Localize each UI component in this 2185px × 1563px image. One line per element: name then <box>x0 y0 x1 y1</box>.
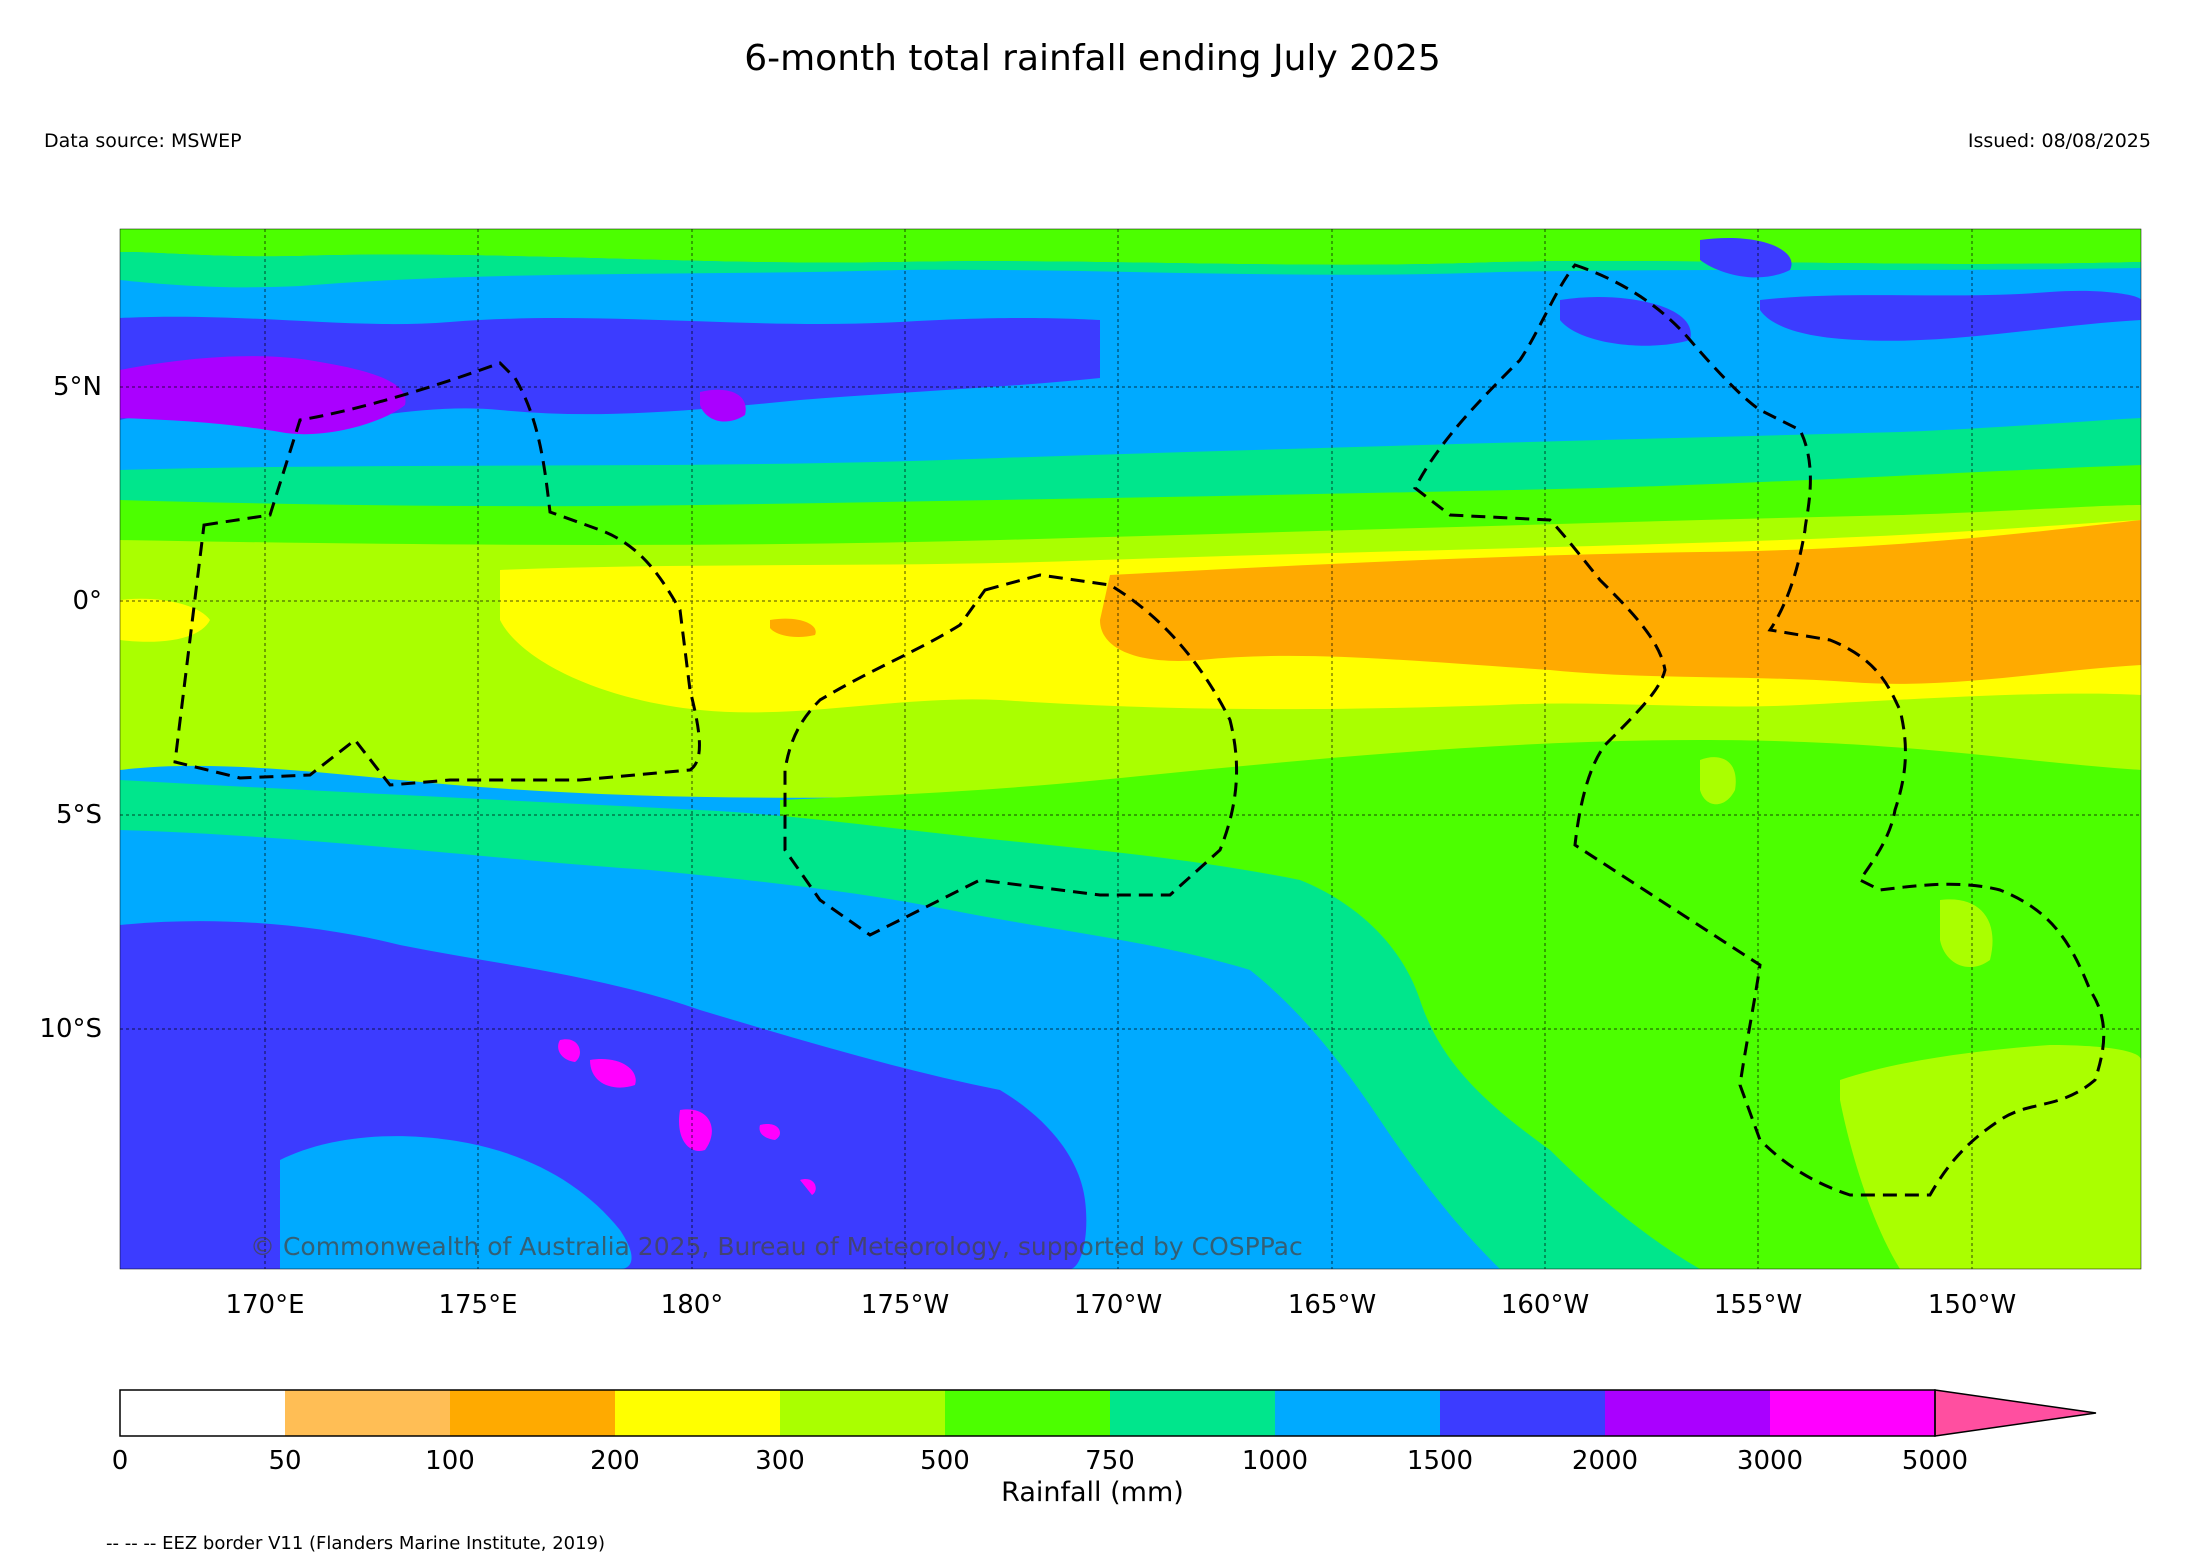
colorbar-swatch-2 <box>450 1390 615 1436</box>
colorbar-tick-1500: 1500 <box>1406 1446 1474 1476</box>
band-magenta-islands <box>558 1039 816 1195</box>
colorbar-tick-1000: 1000 <box>1241 1446 1309 1476</box>
lon-label-170e: 170°E <box>225 1290 305 1320</box>
colorbar-swatch-7 <box>1275 1390 1440 1436</box>
colorbar-title: Rainfall (mm) <box>1001 1477 1184 1508</box>
map-frame <box>119 228 2142 1270</box>
colorbar-swatch-9 <box>1605 1390 1770 1436</box>
issued-date-label: Issued: 08/08/2025 <box>1967 130 2151 152</box>
lon-label-170w: 170°W <box>1073 1290 1163 1320</box>
rainfall-field <box>120 229 2141 1269</box>
colorbar-tick-100: 100 <box>425 1446 475 1476</box>
colorbar-tick-500: 500 <box>920 1446 970 1476</box>
data-source-label: Data source: MSWEP <box>44 130 242 152</box>
colorbar-extension-arrow <box>1934 1389 2097 1437</box>
eez-border-kiribati-line <box>1413 263 2106 1197</box>
colorbar-swatch-0 <box>120 1390 285 1436</box>
band-north-green <box>120 229 2141 265</box>
band-north-teal <box>120 252 2141 288</box>
copyright-watermark: © Commonwealth of Australia 2025, Bureau… <box>250 1232 1303 1261</box>
lon-label-180: 180° <box>660 1290 724 1320</box>
eez-border-tokelau <box>783 573 1239 937</box>
colorbar-tick-200: 200 <box>590 1446 640 1476</box>
graticule <box>120 229 2141 1269</box>
colorbar-tick-50: 50 <box>268 1446 302 1476</box>
lat-label-5s: 5°S <box>55 800 102 830</box>
band-lime-southeast <box>1700 757 2141 1269</box>
eez-footnote: -- -- -- EEZ border V11 (Flanders Marine… <box>106 1533 606 1554</box>
colorbar-swatch-8 <box>1440 1390 1605 1436</box>
lon-label-150w: 150°W <box>1927 1290 2017 1320</box>
lon-label-155w: 155°W <box>1713 1290 1803 1320</box>
lat-label-0: 0° <box>72 586 102 616</box>
colorbar-tick-0: 0 <box>111 1446 129 1476</box>
eez-borders <box>173 263 2106 1197</box>
colorbar-tick-5000: 5000 <box>1901 1446 1969 1476</box>
lat-label-5n: 5°N <box>53 372 102 402</box>
band-orange <box>770 520 2141 684</box>
colorbar-swatch-1 <box>285 1390 450 1436</box>
colorbar-tick-300: 300 <box>755 1446 805 1476</box>
lon-label-175w: 175°W <box>860 1290 950 1320</box>
lat-label-10s: 10°S <box>39 1014 102 1044</box>
colorbar-swatch-3 <box>615 1390 780 1436</box>
colorbar-swatch-4 <box>780 1390 945 1436</box>
band-teal-south <box>120 780 1700 1269</box>
map-title: 6-month total rainfall ending July 2025 <box>744 38 1441 79</box>
colorbar-swatch-5 <box>945 1390 1110 1436</box>
colorbar-swatch-10 <box>1770 1390 1935 1436</box>
colorbar-tick-2000: 2000 <box>1571 1446 1639 1476</box>
band-green-north <box>120 465 2141 550</box>
colorbar-tick-750: 750 <box>1085 1446 1135 1476</box>
lon-label-160w: 160°W <box>1500 1290 1590 1320</box>
lon-label-165w: 165°W <box>1287 1290 1377 1320</box>
lon-label-175e: 175°E <box>438 1290 518 1320</box>
colorbar <box>119 1389 2097 1437</box>
band-blue-south-inlet <box>280 1136 632 1269</box>
eez-border-tuvalu-kiribati-west <box>173 361 701 787</box>
band-north-blue-east <box>1560 238 2141 346</box>
colorbar-swatch-6 <box>1110 1390 1275 1436</box>
colorbar-tick-3000: 3000 <box>1736 1446 1804 1476</box>
